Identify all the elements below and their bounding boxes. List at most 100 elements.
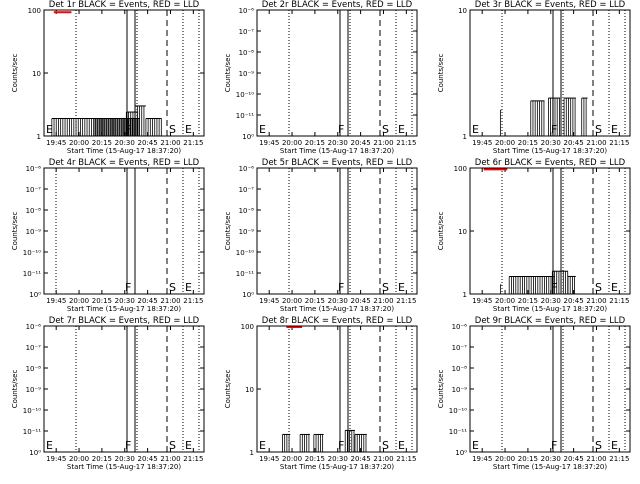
x-tick-label: 19:45: [472, 455, 492, 463]
x-tick-label: 21:15: [609, 297, 629, 305]
y-tick-label: 10⁻⁷: [26, 186, 42, 194]
x-tick-label: 21:00: [160, 455, 180, 463]
y-tick-label: 10⁰: [455, 449, 467, 457]
y-tick-label: 10⁻⁶: [452, 323, 468, 331]
marker-label: F: [125, 439, 131, 452]
y-tick-label: 10⁻¹⁰: [23, 249, 41, 257]
y-tick-label: 10⁻⁶: [26, 165, 42, 173]
y-tick-label: 10⁻¹¹: [23, 270, 41, 278]
y-tick-label: 10⁰: [29, 449, 41, 457]
marker-label: F: [551, 123, 557, 136]
x-tick-label: 20:30: [328, 455, 348, 463]
plot-frame: [469, 167, 631, 295]
y-tick-label: 10: [458, 7, 467, 15]
detector-panel: Det 8r BLACK = Events, RED = LLD Counts/s…: [224, 316, 418, 471]
y-tick-label: 10⁻⁶: [26, 323, 42, 331]
x-tick-label: 20:00: [69, 297, 89, 305]
x-tick-label: 19:45: [46, 297, 66, 305]
marker-label: F: [338, 281, 344, 294]
x-axis-label: Start Time (15-Aug-17 18:37:20): [280, 147, 394, 155]
marker-label: S: [595, 281, 602, 294]
y-tick-label: 100: [28, 7, 41, 15]
y-tick-label: 10⁻¹¹: [236, 270, 254, 278]
detector-panel: Det 5r BLACK = Events, RED = LLD Counts/s…: [224, 158, 418, 313]
y-tick-label: 10⁻⁷: [239, 28, 255, 36]
marker-label: F: [125, 281, 131, 294]
marker-label: F: [551, 439, 557, 452]
y-axis-label: Counts/sec: [437, 370, 445, 409]
marker-label: S: [169, 281, 176, 294]
x-tick-label: 20:00: [495, 297, 515, 305]
y-tick-label: 10⁻⁹: [239, 228, 255, 236]
marker-label: E: [185, 439, 192, 452]
y-tick-label: 100: [454, 165, 467, 173]
plot-frame: [256, 9, 418, 137]
x-tick-label: 20:00: [69, 455, 89, 463]
x-tick-label: 20:15: [92, 455, 112, 463]
x-tick-label: 20:45: [564, 455, 584, 463]
x-tick-label: 20:30: [541, 297, 561, 305]
marker-label: S: [382, 123, 389, 136]
y-tick-label: 10⁻¹¹: [449, 428, 467, 436]
y-tick-label: 10⁻⁸: [239, 49, 255, 57]
y-tick-label: 10⁻⁹: [239, 70, 255, 78]
x-tick-label: 20:15: [92, 139, 112, 147]
x-axis-label: Start Time (15-Aug-17 18:37:20): [493, 147, 607, 155]
x-tick-label: 20:00: [282, 139, 302, 147]
x-tick-label: 20:45: [564, 139, 584, 147]
detector-panel: Det 9r BLACK = Events, RED = LLD Counts/s…: [437, 316, 631, 471]
x-tick-label: 20:45: [564, 297, 584, 305]
x-tick-label: 21:00: [160, 297, 180, 305]
x-tick-label: 19:45: [46, 455, 66, 463]
marker-label: E: [472, 123, 479, 136]
y-tick-label: 10⁻⁸: [26, 365, 42, 373]
flare-marker-band: [339, 9, 349, 137]
x-tick-label: 21:00: [586, 297, 606, 305]
marker-label: S: [382, 281, 389, 294]
marker-label: E: [46, 439, 53, 452]
detector-panel: Det 2r BLACK = Events, RED = LLD Counts/s…: [224, 0, 418, 155]
x-axis-label: Start Time (15-Aug-17 18:37:20): [67, 147, 181, 155]
x-tick-label: 19:45: [259, 139, 279, 147]
x-tick-label: 20:00: [495, 139, 515, 147]
x-tick-label: 20:30: [541, 455, 561, 463]
panel-title: Det 3r BLACK = Events, RED = LLD: [475, 0, 626, 10]
x-tick-label: 20:15: [518, 455, 538, 463]
y-tick-label: 1: [463, 133, 467, 141]
marker-label: E: [611, 439, 618, 452]
flare-marker-band: [339, 325, 349, 453]
marker-label: E: [472, 439, 479, 452]
y-tick-label: 10⁻⁷: [452, 344, 468, 352]
x-tick-label: 19:45: [259, 297, 279, 305]
y-axis-label: Counts/sec: [224, 370, 232, 409]
flare-marker-band: [339, 167, 349, 295]
y-tick-label: 1: [37, 133, 41, 141]
x-tick-label: 20:15: [305, 455, 325, 463]
marker-label: E: [398, 281, 405, 294]
y-tick-label: 10: [32, 70, 41, 78]
y-axis-label: Counts/sec: [11, 54, 19, 93]
x-tick-label: 20:45: [138, 139, 158, 147]
panel-title: Det 1r BLACK = Events, RED = LLD: [49, 0, 200, 10]
marker-label: E: [398, 123, 405, 136]
y-tick-label: 10⁻⁸: [452, 365, 468, 373]
x-tick-label: 20:30: [541, 139, 561, 147]
plot-frame: [43, 167, 205, 295]
x-tick-label: 20:30: [328, 297, 348, 305]
marker-label: S: [169, 439, 176, 452]
marker-label: E: [611, 281, 618, 294]
detector-panel: Det 7r BLACK = Events, RED = LLD Counts/s…: [11, 316, 205, 471]
x-tick-label: 19:45: [46, 139, 66, 147]
y-tick-label: 10: [245, 386, 254, 394]
plot-frame: [256, 325, 418, 453]
x-tick-label: 20:30: [115, 455, 135, 463]
marker-label: E: [611, 123, 618, 136]
y-tick-label: 10⁻⁹: [26, 228, 42, 236]
marker-label: F: [338, 439, 344, 452]
x-tick-label: 20:00: [495, 455, 515, 463]
detector-panel: Det 6r BLACK = Events, RED = LLD Counts/s…: [437, 158, 631, 313]
plot-frame: [256, 167, 418, 295]
plot-frame: [469, 325, 631, 453]
x-tick-label: 21:15: [183, 139, 203, 147]
